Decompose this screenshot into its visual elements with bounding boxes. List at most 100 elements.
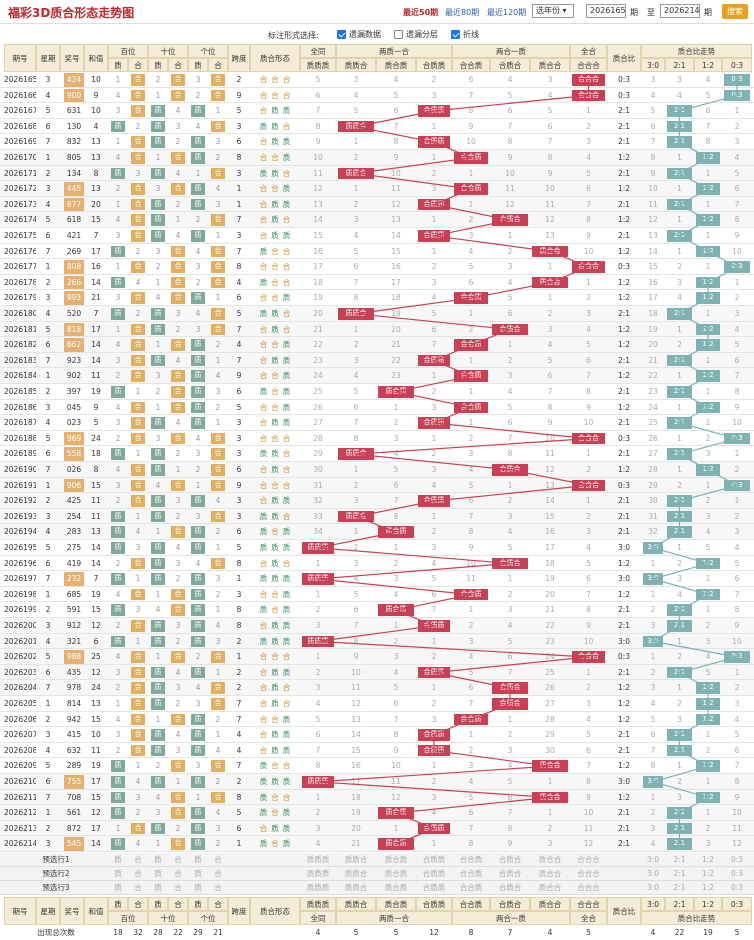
preview-row[interactable]: [0, 853, 754, 867]
checkbox-unchecked-icon[interactable]: [394, 30, 403, 39]
sum-cell: 15: [91, 480, 101, 490]
preview-pattern-option[interactable]: 合质合: [498, 869, 522, 878]
digit-tag: 合: [131, 620, 145, 632]
issue-cell: 2026185: [4, 387, 36, 396]
preview-ratio-option[interactable]: 1:2: [701, 883, 715, 892]
search-button[interactable]: 搜索: [722, 4, 748, 19]
preview-ratio-option[interactable]: 0:3: [730, 883, 744, 892]
preview-pattern-option[interactable]: 质质合: [344, 855, 368, 864]
omission-value: 4: [195, 309, 201, 318]
preview-pattern-option[interactable]: 合质质: [422, 883, 446, 892]
preview-digit-option[interactable]: 合: [174, 883, 182, 892]
pattern-subheader: 质质合: [336, 58, 376, 72]
digit-tag: 质: [111, 308, 125, 320]
preview-pattern-option[interactable]: 合合质: [459, 855, 483, 864]
option-polyline[interactable]: 折线: [451, 29, 479, 40]
preview-pattern-option[interactable]: 质质质: [306, 883, 330, 892]
omission-value: 1: [431, 246, 437, 256]
preview-row[interactable]: [0, 867, 754, 881]
preview-digit-option[interactable]: 质: [154, 883, 162, 892]
omission-value: 7: [650, 745, 656, 755]
preview-pattern-option[interactable]: 合合合: [577, 883, 600, 892]
omission-value: 8: [507, 823, 513, 833]
preview-pattern-option[interactable]: 质合合: [538, 869, 562, 878]
preview-digit-option[interactable]: 质: [194, 855, 202, 864]
preview-digit-option[interactable]: 质: [154, 869, 162, 878]
preview-pattern-option[interactable]: 质质合: [344, 883, 368, 892]
preview-pattern-option[interactable]: 质合质: [384, 869, 408, 878]
preview-pattern-option[interactable]: 合质合: [498, 883, 522, 892]
footer-issue-header: 期号: [4, 897, 36, 925]
preview-digit-option[interactable]: 质: [114, 883, 122, 892]
omission-value: 2: [315, 667, 321, 677]
preview-digit-option[interactable]: 合: [134, 883, 142, 892]
preview-digit-option[interactable]: 合: [214, 869, 222, 878]
preview-digit-option[interactable]: 合: [214, 855, 222, 864]
checkbox-checked-icon[interactable]: [451, 30, 460, 39]
omission-value: 1: [195, 792, 201, 802]
preview-digit-option[interactable]: 质: [114, 855, 122, 864]
preview-pattern-option[interactable]: 合合合: [577, 855, 600, 864]
link-recent-120[interactable]: 最近120期: [487, 8, 527, 17]
preview-ratio-option[interactable]: 0:3: [730, 869, 744, 878]
option-omit-layer[interactable]: 遗漏分层: [394, 29, 438, 40]
preview-digit-option[interactable]: 合: [174, 855, 182, 864]
span-cell: 2: [236, 667, 242, 677]
omission-value: 12: [583, 839, 594, 849]
digit-tag: 质: [191, 354, 205, 367]
option-omit-data[interactable]: 遗漏数据: [337, 29, 381, 40]
preview-ratio-option[interactable]: 1:2: [701, 869, 715, 878]
preview-pattern-option[interactable]: 合合质: [459, 869, 483, 878]
preview-row[interactable]: [0, 881, 754, 895]
preview-digit-option[interactable]: 质: [194, 883, 202, 892]
omission-value: 30: [313, 465, 323, 474]
preview-digit-option[interactable]: 合: [134, 869, 142, 878]
preview-pattern-option[interactable]: 质合质: [384, 855, 408, 864]
omission-value: 8: [507, 449, 513, 459]
preview-ratio-option[interactable]: 3:0: [646, 855, 660, 864]
pattern-hit: 质质合: [338, 510, 374, 523]
preview-pattern-option[interactable]: 质合合: [538, 883, 562, 892]
year-select[interactable]: 选年份 ▾: [532, 4, 574, 18]
preview-digit-option[interactable]: 质: [154, 855, 162, 864]
preview-digit-option[interactable]: 合: [174, 869, 182, 878]
ratio-hit: 2:1: [667, 308, 692, 320]
omission-value: 2: [175, 324, 181, 334]
preview-pattern-option[interactable]: 质合质: [384, 883, 408, 892]
preview-ratio-option[interactable]: 3:0: [646, 869, 660, 878]
preview-pattern-option[interactable]: 合合合: [577, 869, 600, 878]
omission-value: 1: [215, 293, 221, 303]
preview-ratio-option[interactable]: 1:2: [701, 855, 715, 864]
preview-ratio-option[interactable]: 0:3: [730, 855, 744, 864]
preview-pattern-option[interactable]: 质质质: [306, 869, 330, 878]
ratio-hit: 3:0: [643, 635, 663, 648]
from-issue-input[interactable]: 2026165: [586, 4, 626, 18]
total-count-label: 出现总次数: [37, 928, 75, 937]
sum-cell: 15: [91, 605, 101, 615]
preview-digit-option[interactable]: 质: [194, 869, 202, 878]
pattern-hit: 合质质: [418, 620, 450, 632]
preview-digit-option[interactable]: 合: [134, 855, 142, 864]
preview-pattern-option[interactable]: 质合合: [538, 855, 562, 864]
preview-digit-option[interactable]: 合: [214, 883, 222, 892]
preview-ratio-option[interactable]: 2:1: [673, 855, 686, 864]
sum-cell: 14: [91, 839, 101, 849]
preview-digit-option[interactable]: 质: [114, 869, 122, 878]
preview-pattern-option[interactable]: 合质质: [422, 855, 446, 864]
preview-pattern-option[interactable]: 合质质: [422, 869, 446, 878]
preview-ratio-option[interactable]: 2:1: [673, 883, 686, 892]
weekday-cell: 2: [45, 823, 51, 833]
preview-pattern-option[interactable]: 质质质: [306, 855, 330, 864]
omission-value: 31: [313, 480, 323, 490]
omission-value: 7: [734, 199, 740, 209]
preview-pattern-option[interactable]: 质质合: [344, 869, 368, 878]
to-issue-input[interactable]: 2026214: [660, 4, 700, 18]
link-recent-80[interactable]: 最近80期: [445, 8, 480, 17]
omission-value: 8: [734, 605, 740, 615]
preview-pattern-option[interactable]: 合合质: [459, 883, 483, 892]
checkbox-checked-icon[interactable]: [337, 30, 346, 39]
preview-pattern-option[interactable]: 合质合: [498, 855, 522, 864]
preview-ratio-option[interactable]: 2:1: [673, 869, 686, 878]
link-recent-50[interactable]: 最近50期: [403, 8, 439, 17]
preview-ratio-option[interactable]: 3:0: [646, 883, 660, 892]
